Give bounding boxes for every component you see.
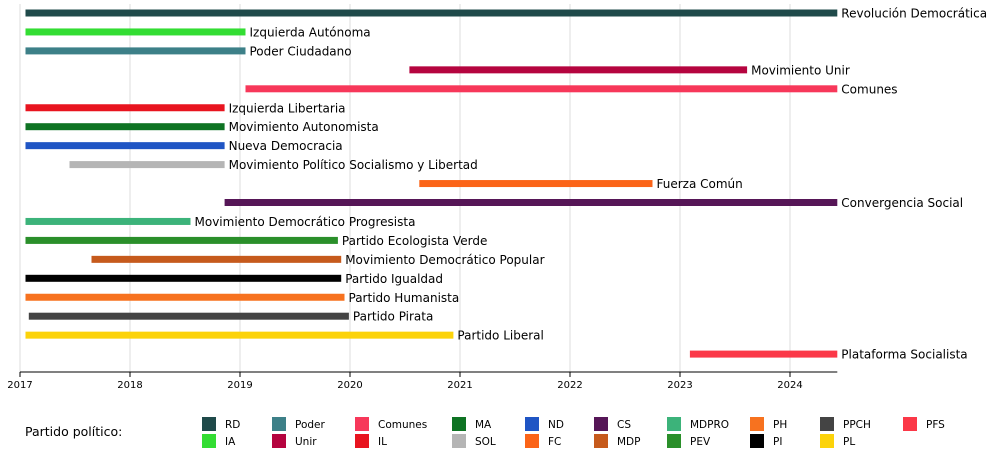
- bar-ND: [25, 142, 225, 150]
- legend-label-Comunes: Comunes: [378, 419, 427, 431]
- bar-label-MDPRO: Movimiento Democrático Progresista: [195, 215, 416, 229]
- bar-PL: [25, 331, 454, 339]
- legend-label-ND: ND: [548, 419, 564, 431]
- tick-label: 2019: [227, 380, 252, 391]
- bar-label-RD: Revolución Democrática: [841, 7, 987, 21]
- bar-label-PL: Partido Liberal: [457, 329, 543, 343]
- tick-label: 2018: [117, 380, 142, 391]
- bar-PFS: [689, 350, 838, 358]
- legend-label-PI: PI: [773, 436, 782, 448]
- bar-label-Poder: Poder Ciudadano: [250, 44, 352, 58]
- legend-label-MDPRO: MDPRO: [690, 419, 729, 431]
- legend-swatch-PPCH: [820, 417, 834, 431]
- bar-MA: [25, 123, 225, 131]
- bar-label-PEV: Partido Ecologista Verde: [342, 234, 487, 248]
- bar-FC: [419, 180, 653, 188]
- bar-label-IL: Izquierda Libertaria: [229, 101, 346, 115]
- legend-label-MA: MA: [475, 419, 492, 431]
- tick-label: 2022: [557, 380, 582, 391]
- bar-PI: [25, 274, 342, 282]
- bar-IL: [25, 104, 225, 112]
- legend-swatch-Unir: [272, 434, 286, 448]
- legend-label-CS: CS: [617, 419, 631, 431]
- bar-label-MDP: Movimiento Democrático Popular: [345, 253, 544, 267]
- bar-PH: [25, 293, 345, 301]
- legend-swatch-PEV: [667, 434, 681, 448]
- bar-label-Unir: Movimiento Unir: [751, 63, 850, 77]
- legend-swatch-PL: [820, 434, 834, 448]
- bar-MDP: [91, 255, 342, 263]
- legend-title: Partido político:: [25, 424, 122, 439]
- bar-Poder: [25, 47, 246, 55]
- bar-label-IA: Izquierda Autónoma: [250, 25, 371, 39]
- bar-label-FC: Fuerza Común: [657, 177, 743, 191]
- bar-label-Comunes: Comunes: [841, 82, 897, 96]
- legend-swatch-FC: [525, 434, 539, 448]
- legend-label-RD: RD: [225, 419, 240, 431]
- legend-label-PL: PL: [843, 436, 855, 448]
- legend-label-Poder: Poder: [295, 419, 326, 431]
- legend-swatch-ND: [525, 417, 539, 431]
- bar-SOL: [69, 161, 225, 169]
- legend-label-PH: PH: [773, 419, 787, 431]
- legend-swatch-PFS: [903, 417, 917, 431]
- bar-Comunes: [245, 85, 838, 93]
- bar-MDPRO: [25, 217, 191, 225]
- legend-label-FC: FC: [548, 436, 561, 448]
- bar-label-PFS: Plataforma Socialista: [841, 348, 967, 362]
- legend-label-IL: IL: [378, 436, 387, 448]
- legend-label-Unir: Unir: [295, 436, 317, 448]
- bar-label-PH: Partido Humanista: [349, 291, 460, 305]
- legend-swatch-IA: [202, 434, 216, 448]
- bar-label-PI: Partido Igualdad: [345, 272, 443, 286]
- legend-label-IA: IA: [225, 436, 236, 448]
- bar-PPCH: [28, 312, 349, 320]
- grid: [19, 4, 791, 372]
- bar-label-PPCH: Partido Pirata: [353, 310, 433, 324]
- bar-RD: [25, 9, 838, 17]
- legend-swatch-MDPRO: [667, 417, 681, 431]
- bars: Revolución Democrática Izquierda Autónoma…: [25, 7, 987, 362]
- tick-label: 2021: [447, 380, 472, 391]
- legend-label-SOL: SOL: [475, 436, 496, 448]
- tick-label: 2024: [777, 380, 802, 391]
- legend-label-MDP: MDP: [617, 436, 640, 448]
- legend-swatch-PI: [750, 434, 764, 448]
- legend-swatch-Comunes: [355, 417, 369, 431]
- legend-swatch-Poder: [272, 417, 286, 431]
- legend-swatch-MDP: [594, 434, 608, 448]
- legend-label-PEV: PEV: [690, 436, 711, 448]
- tick-label: 2023: [667, 380, 692, 391]
- bar-label-SOL: Movimiento Político Socialismo y Liberta…: [229, 158, 478, 172]
- bar-PEV: [25, 236, 338, 244]
- legend-label-PPCH: PPCH: [843, 419, 871, 431]
- legend: Partido político: RD Poder Comunes MA ND CS MD…: [25, 417, 945, 448]
- tick-label: 2020: [337, 380, 362, 391]
- legend-swatch-IL: [355, 434, 369, 448]
- bar-IA: [25, 28, 246, 36]
- bar-label-ND: Nueva Democracia: [229, 139, 343, 153]
- bar-CS: [224, 199, 838, 206]
- legend-swatch-CS: [594, 417, 608, 431]
- x-axis: 2017 2018 2019 2020 2021 2022 2023 2024: [7, 371, 838, 391]
- tick-label: 2017: [7, 380, 32, 391]
- bar-Unir: [409, 66, 748, 74]
- legend-swatch-MA: [452, 417, 466, 431]
- legend-swatch-RD: [202, 417, 216, 431]
- bar-label-CS: Convergencia Social: [841, 196, 963, 210]
- legend-swatch-PH: [750, 417, 764, 431]
- legend-swatch-SOL: [452, 434, 466, 448]
- bar-label-MA: Movimiento Autonomista: [229, 120, 379, 134]
- legend-label-PFS: PFS: [926, 419, 945, 431]
